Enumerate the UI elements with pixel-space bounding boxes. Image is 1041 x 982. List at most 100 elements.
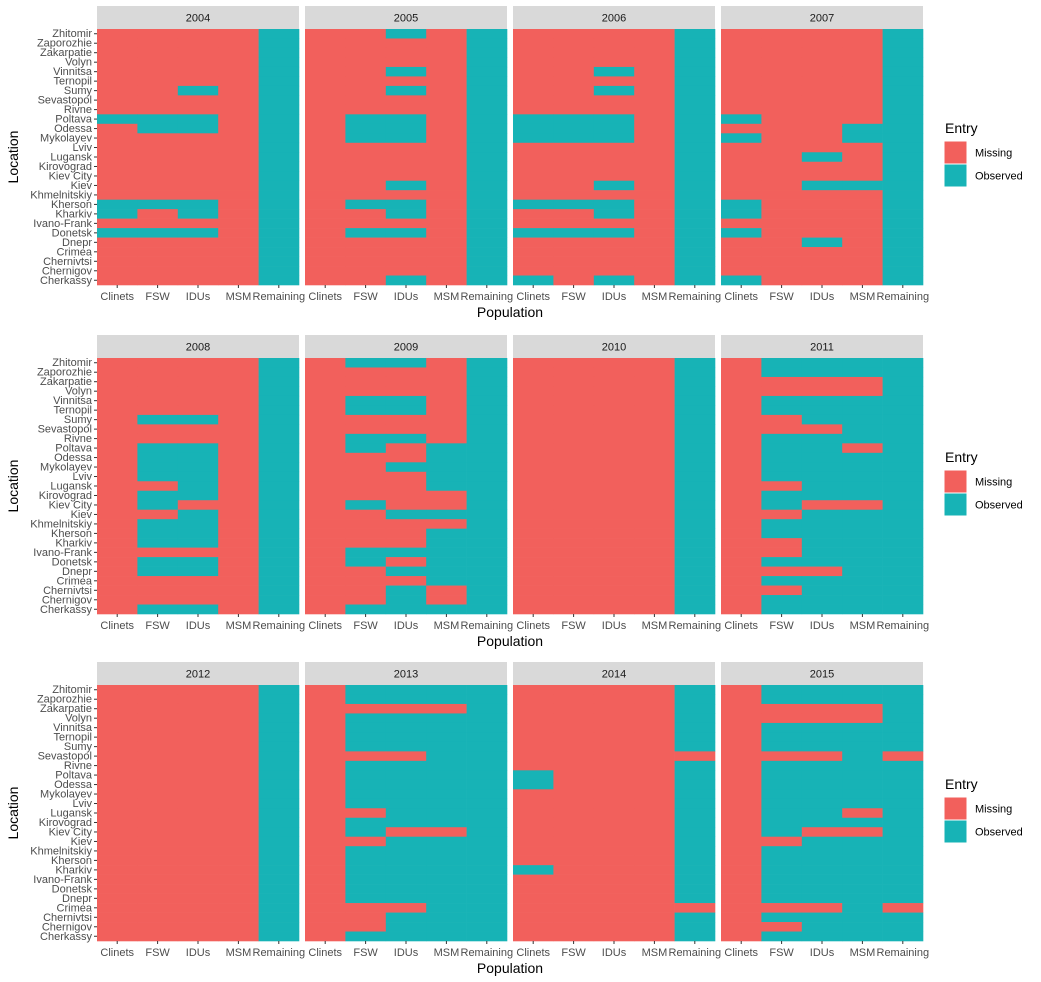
cell-2010-Dnepr-Clinets bbox=[513, 566, 554, 577]
cell-2005-Zhitomir-Remaining bbox=[466, 29, 508, 39]
cell-2006-Zakarpatie-MSM bbox=[634, 47, 675, 58]
cell-2006-Poltava-FSW bbox=[553, 114, 595, 125]
cell-2015-Vinnitsa-MSM bbox=[842, 722, 883, 733]
cell-2008-Chernigov-Remaining bbox=[258, 595, 300, 605]
cell-2007-Ivano-Frank-Clinets bbox=[721, 218, 762, 229]
cell-2009-Poltava-Clinets bbox=[305, 443, 346, 454]
cell-2014-Ternopil-Clinets bbox=[513, 732, 554, 743]
cell-2007-Kirovograd-FSW bbox=[761, 161, 803, 172]
cell-2004-Zaporozhie-Clinets bbox=[97, 38, 138, 49]
cell-2014-Kherson-MSM bbox=[634, 855, 675, 866]
cell-2007-Odessa-MSM bbox=[842, 123, 883, 134]
cell-2012-Sevastopol-IDUs bbox=[177, 751, 219, 762]
cell-2009-Rivne-MSM bbox=[426, 433, 467, 444]
cell-2006-Zakarpatie-IDUs bbox=[593, 47, 635, 58]
cell-2010-Donetsk-MSM bbox=[634, 557, 675, 567]
cell-2009-Zhitomir-FSW bbox=[345, 358, 387, 368]
cell-2015-Vinnitsa-Clinets bbox=[721, 722, 762, 733]
cell-2008-Sevastopol-MSM bbox=[218, 424, 259, 435]
legend-label-observed: Observed bbox=[975, 171, 1023, 183]
cell-2014-Rivne-FSW bbox=[553, 760, 595, 771]
cell-2011-Dnepr-IDUs bbox=[801, 566, 843, 577]
legend-key-missing bbox=[943, 796, 968, 821]
cell-2006-Donetsk-MSM bbox=[634, 228, 675, 238]
cell-2010-Ivano-Frank-Remaining bbox=[674, 547, 716, 558]
cell-2008-Ivano-Frank-Clinets bbox=[97, 547, 138, 558]
cell-2015-Sumy-Remaining bbox=[882, 741, 924, 752]
cell-2013-Ternopil-FSW bbox=[345, 732, 387, 743]
cell-2015-Ivano-Frank-IDUs bbox=[801, 874, 843, 885]
cell-2015-Lviv-IDUs bbox=[801, 798, 843, 809]
legend-label-observed: Observed bbox=[975, 500, 1023, 512]
cell-2011-Zaporozhie-Remaining bbox=[882, 367, 924, 378]
cell-2007-Cherkassy-Clinets bbox=[721, 275, 762, 286]
cell-2005-Volyn-Remaining bbox=[466, 57, 508, 68]
cell-2004-Cherkassy-FSW bbox=[137, 275, 179, 286]
y-tick-label-2004-Chernigov: Chernigov bbox=[42, 265, 93, 277]
cell-2006-Vinnitsa-Remaining bbox=[674, 66, 716, 77]
cell-2006-Sevastopol-Clinets bbox=[513, 95, 554, 106]
cell-2010-Ternopil-IDUs bbox=[593, 405, 635, 416]
cell-2013-Kirovograd-Clinets bbox=[305, 817, 346, 828]
cell-2013-Mykolayev-FSW bbox=[345, 789, 387, 800]
cell-2008-Kiev-MSM bbox=[218, 509, 259, 520]
cell-2009-Kirovograd-Clinets bbox=[305, 490, 346, 501]
cell-2010-Chernivtsi-IDUs bbox=[593, 585, 635, 596]
cell-2006-Chernivtsi-MSM bbox=[634, 256, 675, 267]
cell-2013-Zakarpatie-FSW bbox=[345, 703, 387, 714]
cell-2010-Vinnitsa-FSW bbox=[553, 395, 595, 406]
cell-2006-Ternopil-MSM bbox=[634, 76, 675, 87]
cell-2011-Sumy-Remaining bbox=[882, 414, 924, 425]
cell-2015-Zakarpatie-Remaining bbox=[882, 703, 924, 714]
x-tick-label-2009-Clinets: Clinets bbox=[308, 620, 342, 632]
cell-2005-Chernigov-Clinets bbox=[305, 266, 346, 276]
cell-2009-Mykolayev-Clinets bbox=[305, 462, 346, 473]
cell-2008-Ternopil-Remaining bbox=[258, 405, 300, 416]
cell-2005-Zhitomir-MSM bbox=[426, 29, 467, 39]
cell-2011-Rivne-Clinets bbox=[721, 433, 762, 444]
cell-2010-Dnepr-FSW bbox=[553, 566, 595, 577]
cell-2013-Zhitomir-MSM bbox=[426, 685, 467, 695]
cell-2006-Crimea-Clinets bbox=[513, 247, 554, 257]
cell-2009-Lugansk-Remaining bbox=[466, 481, 508, 492]
cell-2009-Kherson-IDUs bbox=[385, 528, 427, 539]
cell-2006-Rivne-Clinets bbox=[513, 104, 554, 115]
cell-2007-Kharkiv-Clinets bbox=[721, 209, 762, 219]
cell-2015-Chernivtsi-FSW bbox=[761, 912, 803, 923]
cell-2008-Chernivtsi-Remaining bbox=[258, 585, 300, 596]
cell-2009-Poltava-FSW bbox=[345, 443, 387, 454]
cell-2004-Dnepr-MSM bbox=[218, 237, 259, 248]
cell-2011-Kirovograd-Clinets bbox=[721, 490, 762, 501]
cell-2015-Kharkiv-FSW bbox=[761, 865, 803, 875]
cell-2010-Donetsk-Clinets bbox=[513, 557, 554, 567]
y-tick-label-2008-Khmelnitskiy: Khmelnitskiy bbox=[30, 518, 92, 530]
cell-2012-Kherson-Clinets bbox=[97, 855, 138, 866]
cell-2007-Chernigov-Clinets bbox=[721, 266, 762, 276]
cell-2010-Lviv-Clinets bbox=[513, 471, 554, 482]
cell-2010-Lugansk-Remaining bbox=[674, 481, 716, 492]
cell-2008-Kirovograd-FSW bbox=[137, 490, 179, 501]
cell-2012-Zakarpatie-Clinets bbox=[97, 703, 138, 714]
cell-2010-Zaporozhie-IDUs bbox=[593, 367, 635, 378]
cell-2009-Mykolayev-Remaining bbox=[466, 462, 508, 473]
cell-2008-Lviv-IDUs bbox=[177, 471, 219, 482]
cell-2008-Mykolayev-IDUs bbox=[177, 462, 219, 473]
cell-2007-Zhitomir-Clinets bbox=[721, 29, 762, 39]
cell-2008-Cherkassy-MSM bbox=[218, 604, 259, 615]
cell-2005-Cherkassy-Remaining bbox=[466, 275, 508, 286]
cell-2004-Sumy-IDUs bbox=[177, 85, 219, 96]
cell-2009-Ternopil-Clinets bbox=[305, 405, 346, 416]
cell-2007-Rivne-IDUs bbox=[801, 104, 843, 115]
cell-2010-Zakarpatie-FSW bbox=[553, 376, 595, 387]
cell-2015-Poltava-IDUs bbox=[801, 770, 843, 781]
cell-2010-Vinnitsa-MSM bbox=[634, 395, 675, 406]
cell-2007-Chernivtsi-Remaining bbox=[882, 256, 924, 267]
cell-2006-Volyn-Clinets bbox=[513, 57, 554, 68]
cell-2006-Sumy-MSM bbox=[634, 85, 675, 96]
cell-2006-Vinnitsa-Clinets bbox=[513, 66, 554, 77]
cell-2006-Sevastopol-IDUs bbox=[593, 95, 635, 106]
cell-2014-Kiev-Remaining bbox=[674, 836, 716, 847]
cell-2009-Donetsk-IDUs bbox=[385, 557, 427, 567]
cell-2007-Khmelnitskiy-Clinets bbox=[721, 190, 762, 200]
cell-2007-Ivano-Frank-IDUs bbox=[801, 218, 843, 229]
